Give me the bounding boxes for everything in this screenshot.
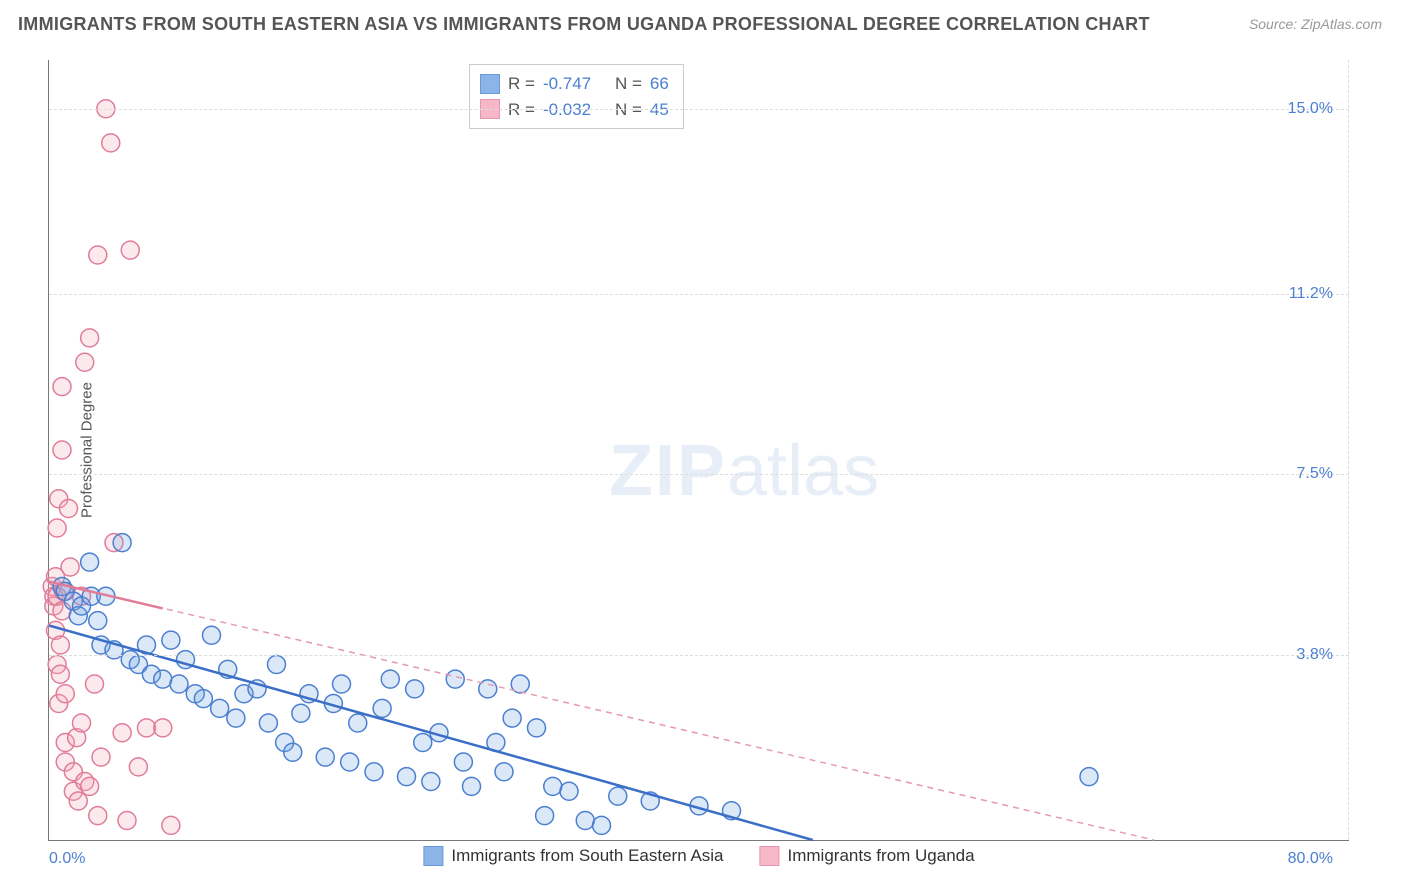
scatter-point [89,612,107,630]
scatter-point [81,329,99,347]
y-tick-label: 7.5% [1297,465,1333,483]
scatter-point [92,748,110,766]
scatter-point [129,758,147,776]
scatter-point [316,748,334,766]
scatter-point [560,782,578,800]
scatter-point [154,719,172,737]
scatter-point [89,246,107,264]
bottom-legend: Immigrants from South Eastern Asia Immig… [423,846,974,866]
scatter-point [292,704,310,722]
scatter-point [113,724,131,742]
scatter-point [381,670,399,688]
grid-line [49,109,1349,110]
scatter-point [422,773,440,791]
scatter-point [576,812,594,830]
scatter-point [60,500,78,518]
scatter-point [284,743,302,761]
y-tick-label: 15.0% [1288,100,1333,118]
scatter-point [503,709,521,727]
scatter-point [495,763,513,781]
legend-item: Immigrants from South Eastern Asia [423,846,723,866]
scatter-point [102,134,120,152]
scatter-point [268,656,286,674]
scatter-point [162,816,180,834]
scatter-point [81,553,99,571]
scatter-point [81,777,99,795]
scatter-point [76,353,94,371]
scatter-point [51,636,69,654]
scatter-point [61,558,79,576]
scatter-point [118,812,136,830]
scatter-point [414,734,432,752]
scatter-point [446,670,464,688]
scatter-point [170,675,188,693]
swatch-series-b-legend [760,846,780,866]
y-tick-label: 11.2% [1289,285,1333,303]
scatter-point [154,670,172,688]
grid-line [49,655,1349,656]
scatter-point [194,690,212,708]
scatter-point [333,675,351,693]
scatter-point [341,753,359,771]
scatter-point [593,816,611,834]
scatter-point [528,719,546,737]
grid-line [49,474,1349,475]
scatter-point [609,787,627,805]
scatter-point [227,709,245,727]
scatter-point [454,753,472,771]
scatter-point [536,807,554,825]
chart-title: IMMIGRANTS FROM SOUTH EASTERN ASIA VS IM… [18,14,1150,35]
x-tick-label: 0.0% [49,850,85,868]
scatter-point [53,441,71,459]
source-attribution: Source: ZipAtlas.com [1249,16,1382,32]
swatch-series-a-legend [423,846,443,866]
scatter-point [406,680,424,698]
scatter-point [89,807,107,825]
scatter-point [349,714,367,732]
scatter-point [365,763,383,781]
scatter-point [56,685,74,703]
scatter-point [259,714,277,732]
legend-label: Immigrants from Uganda [788,846,975,866]
scatter-point [86,675,104,693]
scatter-point [162,631,180,649]
scatter-point [463,777,481,795]
x-tick-label: 80.0% [1288,850,1333,868]
legend-label: Immigrants from South Eastern Asia [451,846,723,866]
legend-item: Immigrants from Uganda [760,846,975,866]
scatter-point [113,534,131,552]
scatter-point [211,699,229,717]
scatter-point [373,699,391,717]
scatter-point [398,768,416,786]
scatter-point [48,519,66,537]
scatter-svg [49,60,1349,840]
scatter-point [544,777,562,795]
scatter-point [203,626,221,644]
scatter-point [73,714,91,732]
grid-line [49,294,1349,295]
scatter-point [1080,768,1098,786]
scatter-point [53,378,71,396]
scatter-point [51,665,69,683]
scatter-point [138,719,156,737]
y-tick-label: 3.8% [1297,646,1333,664]
chart-plot-area: Professional Degree ZIPatlas R = -0.747 … [48,60,1349,841]
scatter-point [121,241,139,259]
